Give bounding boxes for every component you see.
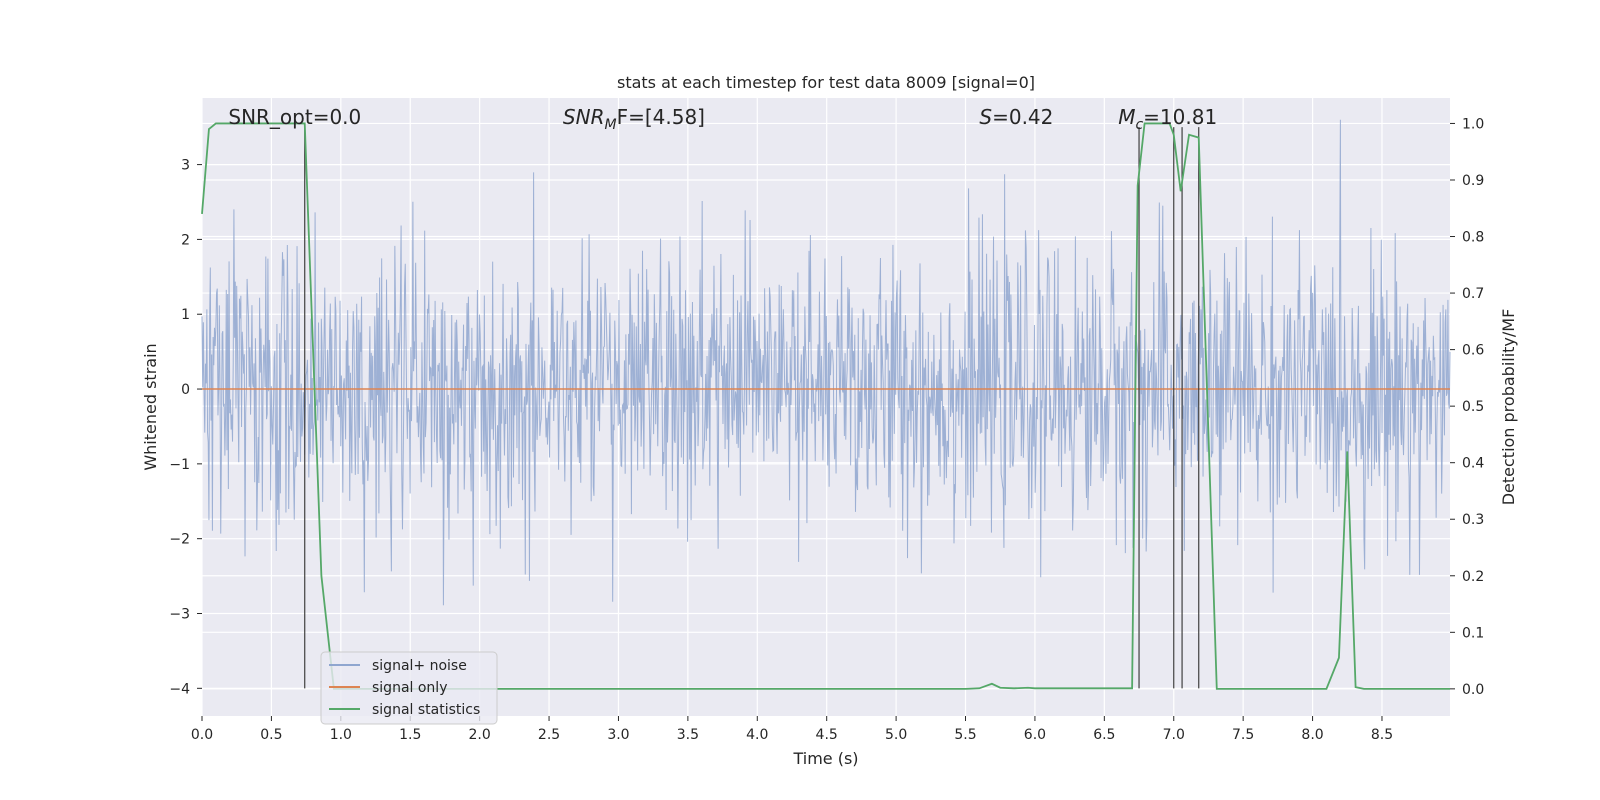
- y2-tick-label-10: 1.0: [1462, 116, 1484, 132]
- y-tick-label-5: 1: [181, 307, 190, 323]
- x-tick-label-17: 8.5: [1371, 727, 1393, 743]
- x-tick-label-0: 0.0: [191, 727, 213, 743]
- legend-label-signal-only: signal only: [372, 680, 447, 696]
- y2-tick-label-1: 0.1: [1462, 625, 1484, 641]
- vertical-markers: [304, 127, 1200, 689]
- y2-tick-label-0: 0.0: [1462, 682, 1484, 698]
- annotation-s-stat: S=0.42: [979, 105, 1053, 129]
- y-axis-right: 0.0 0.1 0.2 0.3 0.4 0.5 0.6 0.7 0.8 0.9 1.0: [1450, 116, 1484, 698]
- x-tick-label-5: 2.5: [538, 727, 560, 743]
- x-tick-label-8: 4.0: [746, 727, 768, 743]
- y-tick-label-0: −4: [169, 681, 190, 697]
- y2-tick-label-4: 0.4: [1462, 456, 1484, 472]
- x-tick-label-6: 3.0: [607, 727, 629, 743]
- annotation-snr-mf: SNRMF=[4.58]: [563, 105, 705, 133]
- annotation-mc-subscript: c: [1135, 117, 1143, 133]
- legend-label-signal-statistics: signal statistics: [372, 702, 480, 718]
- legend-label-signal-noise: signal+ noise: [372, 658, 467, 674]
- x-axis-label: Time (s): [792, 749, 858, 768]
- annotation-snr-opt: SNR_opt=0.0: [228, 105, 361, 129]
- x-tick-label-14: 7.0: [1163, 727, 1185, 743]
- annotation-s-stat-base: S: [979, 105, 992, 129]
- y2-tick-label-7: 0.7: [1462, 286, 1484, 302]
- y-axis-left: −4 −3 −2 −1 0 1 2 3: [169, 158, 202, 697]
- x-tick-label-15: 7.5: [1232, 727, 1254, 743]
- annotation-snr-opt-base: SNR_opt=0.0: [228, 105, 361, 129]
- y2-tick-label-3: 0.3: [1462, 512, 1484, 528]
- x-axis: 0.0 0.5 1.0 1.5 2.0 2.5 3.0 3.5 4.0 4.5 5.0 5.5 6.0 6…: [191, 716, 1393, 743]
- y-tick-label-3: −1: [169, 457, 190, 473]
- noise-trace: [201, 119, 1451, 606]
- y2-tick-label-8: 0.8: [1462, 230, 1484, 246]
- annotation-s-stat-value: =0.42: [992, 105, 1053, 129]
- statistics-line: [201, 122, 1450, 690]
- legend: signal+ noise signal only signal statist…: [320, 651, 498, 725]
- annotation-mc: Mc=10.81: [1118, 105, 1217, 133]
- x-tick-label-4: 2.0: [469, 727, 491, 743]
- x-tick-label-1: 0.5: [260, 727, 282, 743]
- chart-title: stats at each timestep for test data 800…: [617, 73, 1035, 92]
- x-tick-label-16: 8.0: [1301, 727, 1323, 743]
- y-axis-label: Whitened strain: [141, 343, 160, 470]
- annotation-mc-base: M: [1118, 105, 1135, 129]
- x-tick-label-10: 5.0: [885, 727, 907, 743]
- x-tick-label-9: 4.5: [816, 727, 838, 743]
- x-tick-label-2: 1.0: [330, 727, 352, 743]
- y-tick-label-4: 0: [181, 382, 190, 398]
- y-axis-label-right: Detection probability/MF: [1499, 309, 1518, 506]
- y2-tick-label-2: 0.2: [1462, 569, 1484, 585]
- annotation-snr-mf-base: SNR: [563, 105, 605, 129]
- y-tick-label-7: 3: [181, 158, 190, 174]
- x-tick-label-12: 6.0: [1024, 727, 1046, 743]
- annotation-mc-value: =10.81: [1143, 105, 1217, 129]
- series-signal-statistics: [201, 122, 1451, 690]
- x-tick-label-13: 6.5: [1093, 727, 1115, 743]
- y-tick-label-1: −3: [169, 606, 190, 622]
- annotation-snr-mf-subscript: M: [604, 117, 616, 133]
- annotation-snr-mf-value: F=[4.58]: [617, 105, 705, 129]
- y-tick-label-6: 2: [181, 232, 190, 248]
- legend-box: [320, 651, 498, 725]
- y2-tick-label-6: 0.6: [1462, 343, 1484, 359]
- x-tick-label-11: 5.5: [954, 727, 976, 743]
- y2-tick-label-5: 0.5: [1462, 399, 1484, 415]
- x-tick-label-3: 1.5: [399, 727, 421, 743]
- y2-tick-label-9: 0.9: [1462, 173, 1484, 189]
- series-signal-noise: [201, 119, 1451, 606]
- annotations: SNR_opt=0.0 SNRMF=[4.58] S=0.42 Mc=10.81: [228, 105, 1217, 133]
- y-tick-label-2: −2: [169, 532, 190, 548]
- x-tick-label-7: 3.5: [677, 727, 699, 743]
